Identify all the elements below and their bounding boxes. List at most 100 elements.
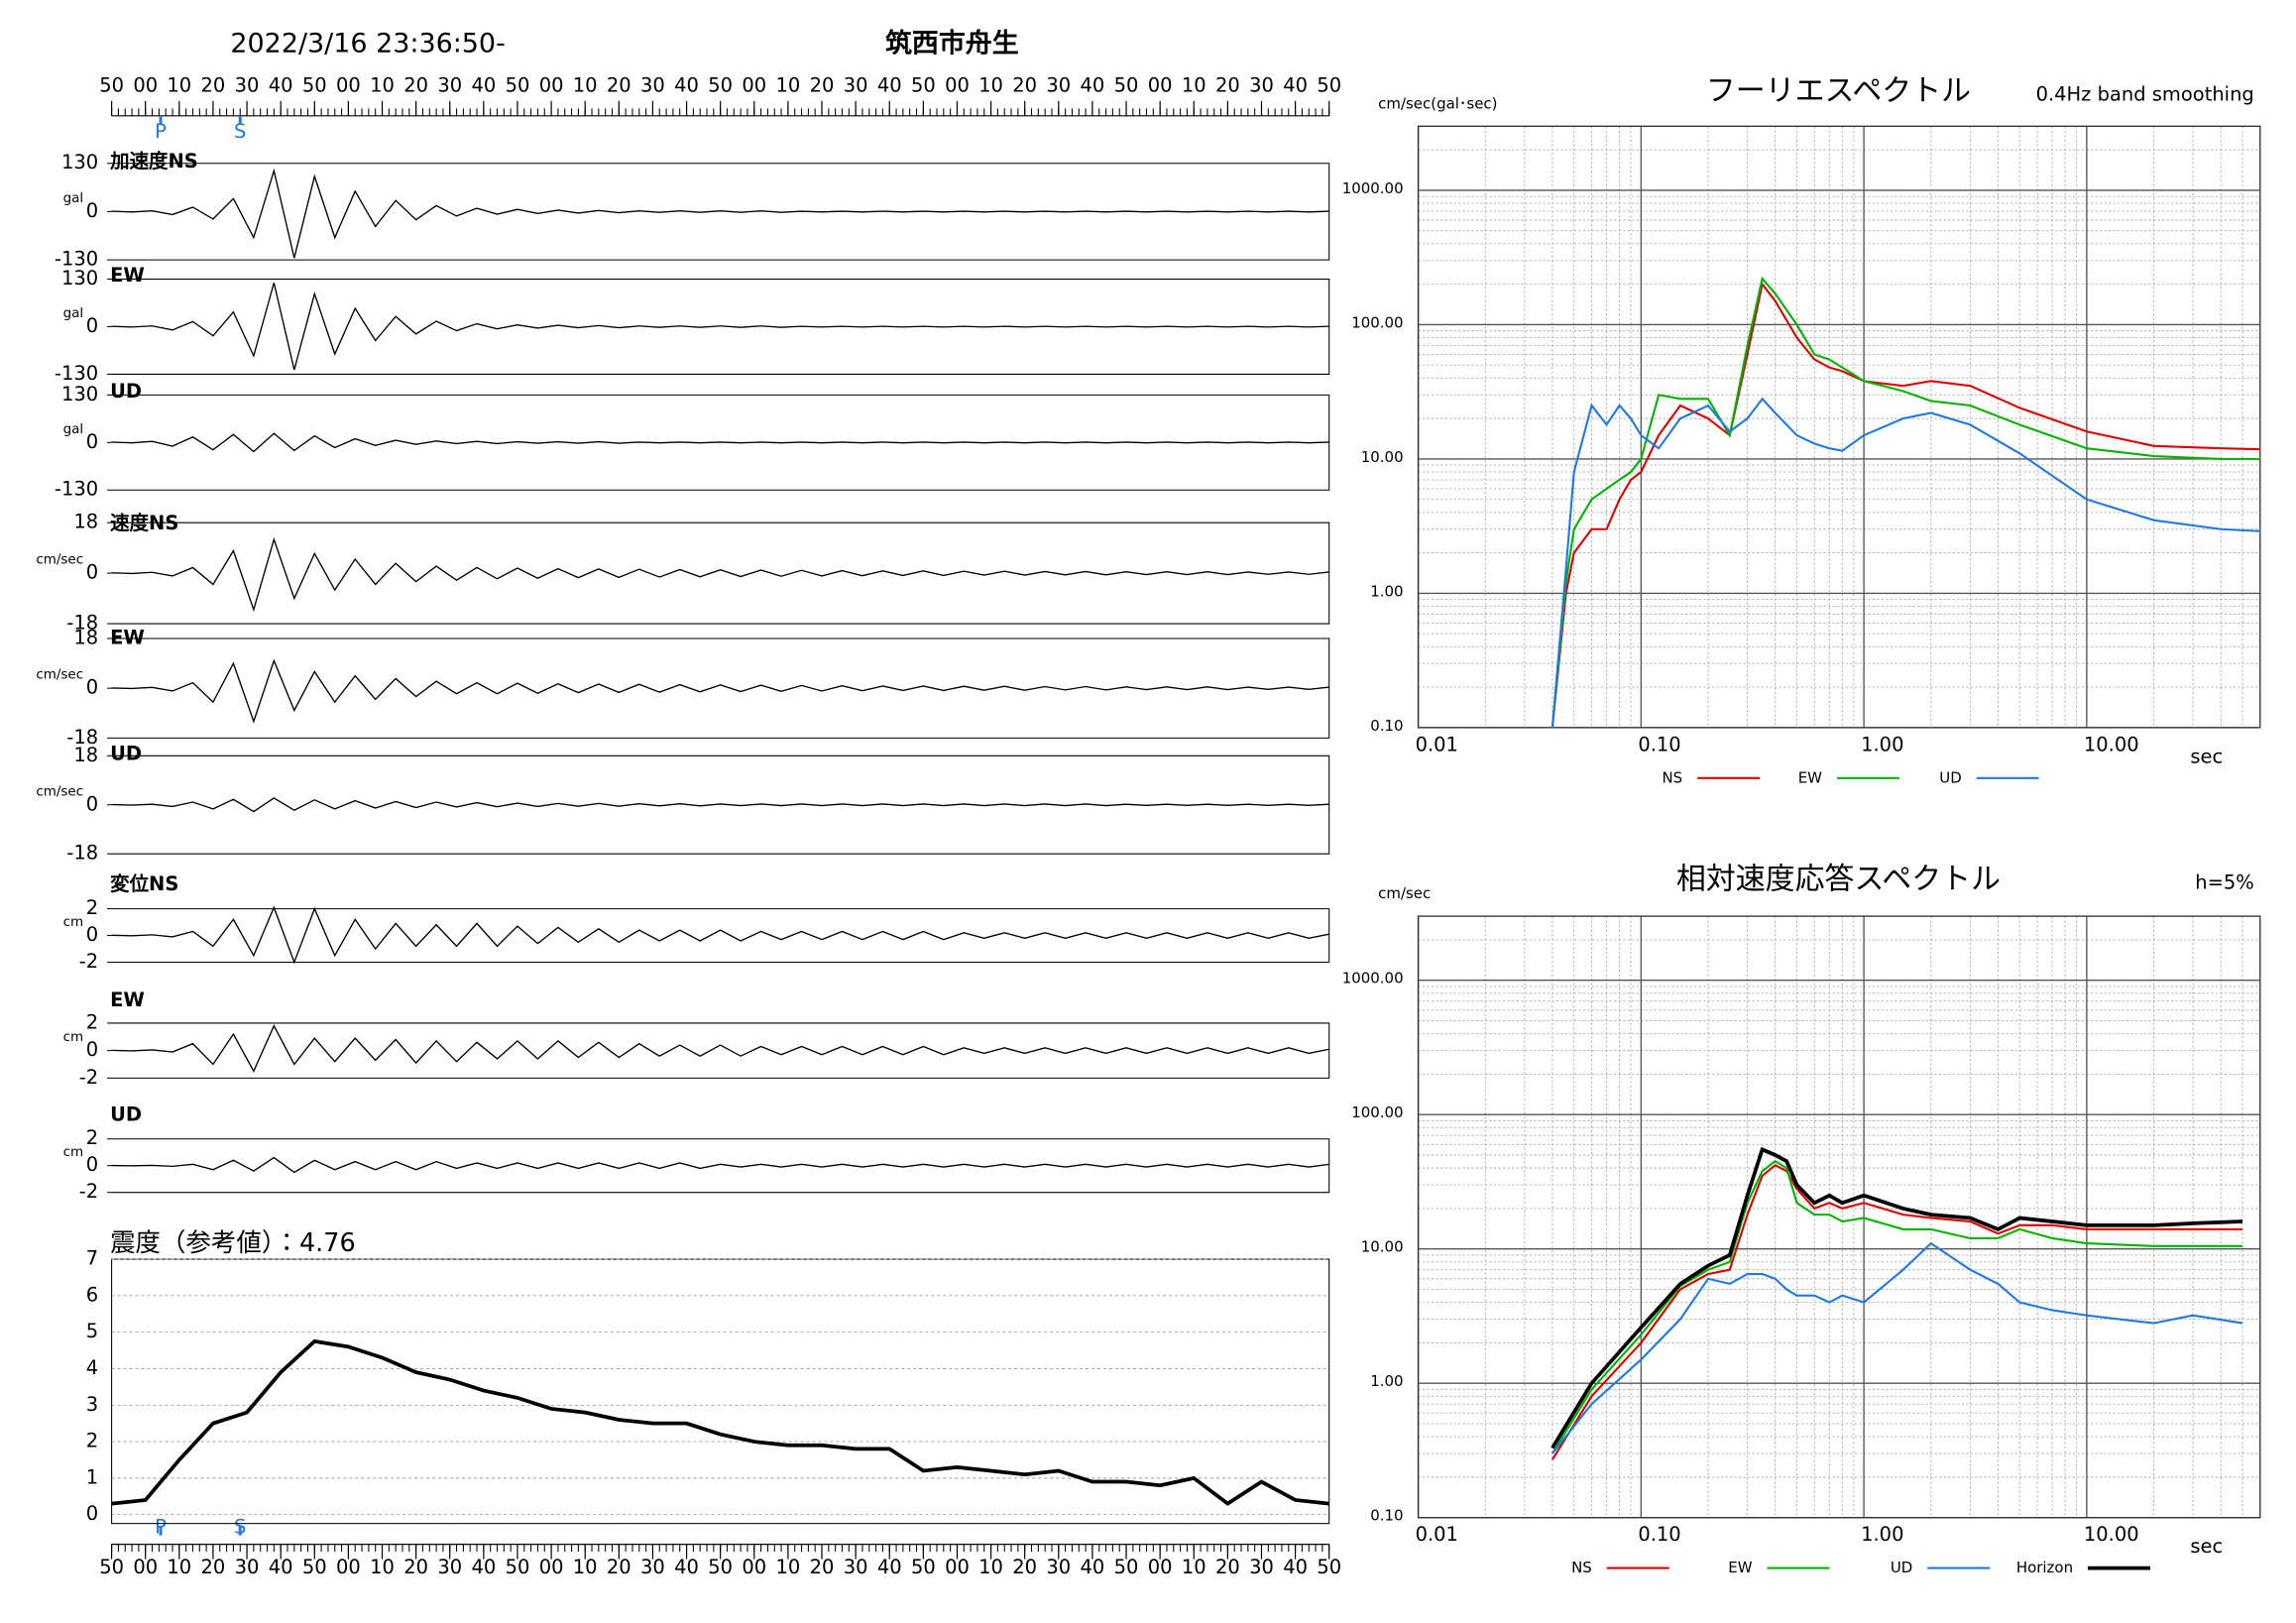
y-tick-label: -18	[66, 726, 98, 749]
x-tick-label: 50	[911, 73, 936, 96]
legend-label: UD	[1939, 768, 1961, 786]
x-axis-label: sec	[2190, 745, 2223, 767]
intensity-line	[111, 1338, 1329, 1506]
y-tick-label: 130	[61, 267, 98, 290]
phase-label: P	[155, 1516, 167, 1539]
x-tick-label: 1.00	[1861, 1523, 1903, 1546]
unit-label: cm	[63, 1029, 84, 1045]
chart-subtitle: h=5%	[2195, 871, 2254, 894]
x-tick-label: 40	[1283, 73, 1308, 96]
x-tick-label: 50	[302, 73, 327, 96]
chart-title: 震度（参考値）：4.76	[110, 1228, 356, 1258]
y-tick-label: 1000.00	[1342, 179, 1404, 197]
panel-name: 変位NS	[110, 872, 178, 895]
chart-title: 2022/3/16 23:36:50-	[230, 28, 505, 58]
y-tick-label: 0	[86, 1153, 98, 1176]
y-tick-label: 130	[61, 383, 98, 406]
y-tick-label: 1000.00	[1342, 970, 1404, 987]
x-tick-label: 50	[99, 73, 124, 96]
x-tick-label: 50	[506, 1556, 530, 1578]
unit-label: cm	[63, 914, 84, 930]
y-tick-label: 18	[73, 511, 98, 533]
panel-name: EW	[110, 627, 145, 649]
x-tick-label: 10	[370, 73, 395, 96]
legend-label: NS	[1662, 768, 1682, 786]
x-tick-label: 10.00	[2084, 1523, 2139, 1546]
x-tick-label: 50	[1317, 73, 1341, 96]
panel-frame	[111, 1138, 1330, 1194]
x-tick-label: 20	[607, 1556, 631, 1578]
spectrum-line	[1550, 1146, 2243, 1449]
y-tick-label: 0.10	[1370, 717, 1403, 735]
y-tick-label: -130	[55, 248, 98, 271]
x-tick-label: 50	[506, 73, 530, 96]
x-tick-label: 30	[1046, 73, 1071, 96]
plot-frame	[1417, 125, 2261, 729]
x-tick-label: 40	[877, 73, 902, 96]
x-tick-label: 30	[437, 1556, 462, 1578]
unit-label: cm/sec	[36, 783, 83, 799]
waveform-trace	[111, 658, 1329, 724]
x-tick-label: 00	[1148, 73, 1173, 96]
spectrum-line	[1551, 1159, 2242, 1454]
y-tick-label: -2	[79, 950, 98, 973]
panel-name: UD	[110, 1102, 142, 1125]
y-tick-label: 2	[86, 1010, 98, 1033]
y-tick-label: 0	[86, 676, 98, 699]
x-tick-label: 30	[844, 1556, 868, 1578]
y-tick-label: 0	[86, 314, 98, 337]
y-tick-label: 10.00	[1361, 1238, 1404, 1256]
x-tick-label: 20	[607, 73, 631, 96]
y-tick-label: 0	[86, 1502, 98, 1525]
y-tick-label: 0	[86, 792, 98, 815]
spectrum-line	[1550, 282, 2260, 728]
phase-label: P	[155, 120, 167, 143]
panel-frame	[111, 1022, 1330, 1079]
x-tick-label: 10	[775, 73, 800, 96]
x-tick-label: 30	[1046, 1556, 1071, 1578]
phase-label: S	[234, 1516, 246, 1539]
y-tick-label: 5	[86, 1320, 98, 1342]
y-tick-label: 1.00	[1370, 1372, 1403, 1390]
waveform-trace	[111, 283, 1329, 371]
x-tick-label: 30	[1249, 73, 1274, 96]
x-tick-label: 10	[370, 1556, 395, 1578]
y-tick-label: 7	[86, 1247, 98, 1270]
x-tick-label: 40	[269, 73, 293, 96]
x-tick-label: 10	[167, 73, 191, 96]
spectrum-line	[1550, 397, 2260, 728]
x-tick-label: 40	[674, 73, 699, 96]
unit-label: gal	[63, 421, 84, 437]
x-tick-label: 50	[1114, 73, 1139, 96]
y-axis-label: cm/sec(gal･sec)	[1378, 94, 1497, 112]
plot-frame	[1417, 915, 2261, 1519]
y-tick-label: -2	[79, 1180, 98, 1203]
x-tick-label: 00	[133, 73, 158, 96]
y-tick-label: -130	[55, 362, 98, 385]
y-tick-label: 0	[86, 430, 98, 453]
x-tick-label: 40	[1283, 1556, 1308, 1578]
waveform-trace	[111, 536, 1329, 613]
unit-label: gal	[63, 305, 84, 321]
legend-label: EW	[1798, 768, 1822, 786]
x-tick-label: 30	[235, 73, 260, 96]
x-tick-label: 40	[674, 1556, 699, 1578]
chart-title: フーリエスペクトル	[1706, 73, 1971, 108]
y-tick-label: 0	[86, 561, 98, 584]
x-tick-label: 40	[1081, 1556, 1105, 1578]
y-tick-label: 0.10	[1370, 1507, 1403, 1525]
y-axis-label: cm/sec	[1378, 884, 1431, 902]
y-tick-label: 3	[86, 1393, 98, 1416]
panel-name: 速度NS	[110, 512, 178, 534]
legend-label: NS	[1571, 1559, 1592, 1576]
x-tick-label: 20	[201, 73, 226, 96]
y-tick-label: -18	[66, 842, 98, 865]
x-tick-label: 0.01	[1416, 1523, 1458, 1546]
x-tick-label: 10	[978, 73, 1003, 96]
panel-name: 加速度NS	[109, 150, 198, 173]
x-tick-label: 50	[302, 1556, 327, 1578]
spectrum-line	[1550, 276, 2260, 728]
x-tick-label: 50	[708, 73, 733, 96]
